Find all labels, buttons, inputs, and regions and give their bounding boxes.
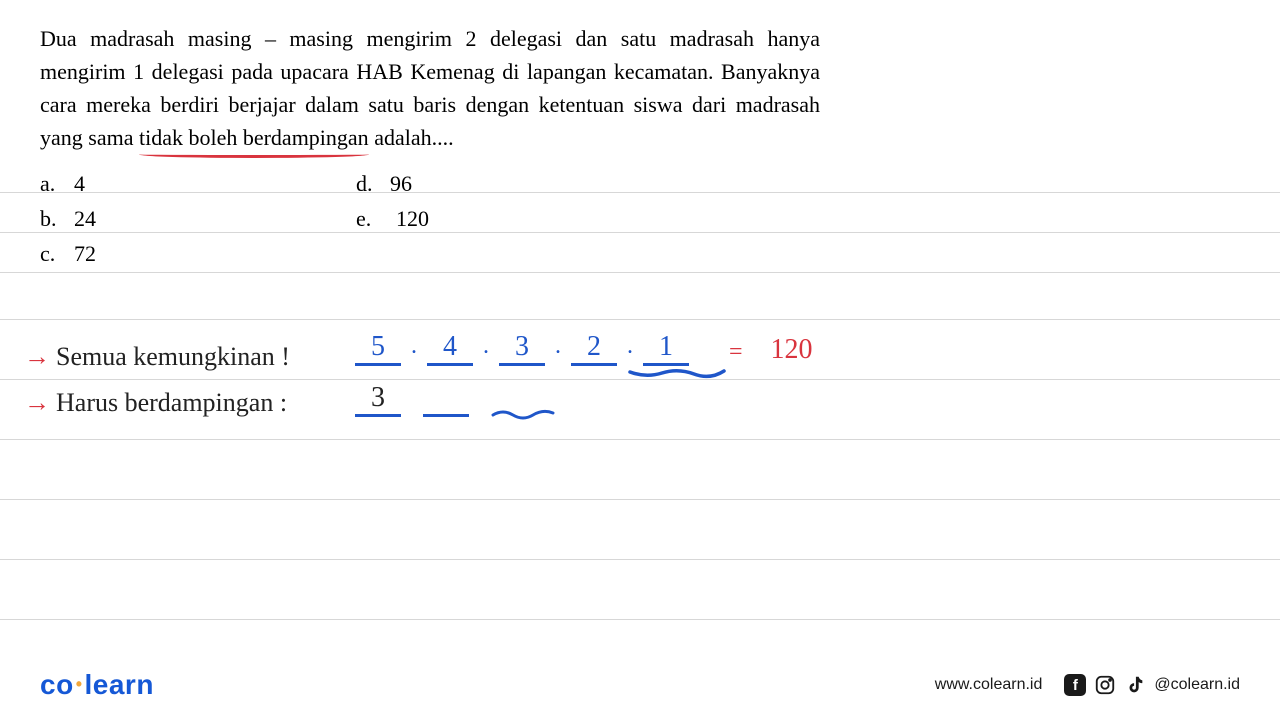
footer-right: www.colearn.id f @colearn.id [935, 674, 1240, 696]
multiply-dot: . [627, 333, 633, 360]
equals-sign: = [729, 339, 743, 366]
adjacent-slot-1: 3 [355, 384, 401, 417]
slot-4: 2 [571, 333, 617, 366]
footer-url: www.colearn.id [935, 676, 1043, 694]
arrow-icon: → [24, 388, 50, 418]
logo-learn: learn [85, 669, 154, 700]
factorial-calculation: 5 . 4 . 3 . 2 . 1 = 120 [355, 333, 813, 366]
social-handle: @colearn.id [1154, 676, 1240, 694]
instagram-icon [1094, 674, 1116, 696]
slot-5: 1 [643, 333, 689, 366]
calculation-result: 120 [771, 334, 813, 366]
page-footer: co•learn www.colearn.id f @colearn.id [0, 650, 1280, 720]
slot-2: 4 [427, 333, 473, 366]
slot-3: 3 [499, 333, 545, 366]
multiply-dot: . [555, 333, 561, 360]
question-text: Dua madrasah masing – masing mengirim 2 … [40, 22, 820, 154]
tiktok-icon [1124, 674, 1146, 696]
adjacent-slot-empty [423, 395, 469, 417]
multiply-dot: . [483, 333, 489, 360]
question-part2: adalah.... [369, 125, 454, 150]
colearn-logo: co•learn [40, 669, 154, 701]
wavy-underline [628, 366, 728, 380]
logo-dot-icon: • [74, 674, 85, 694]
ruled-paper-area: → Semua kemungkinan ! 5 . 4 . 3 . 2 . 1 … [0, 178, 1280, 650]
slot-1: 5 [355, 333, 401, 366]
arrow-icon: → [24, 342, 50, 372]
label-all-possibilities: Semua kemungkinan ! [56, 342, 290, 372]
multiply-dot: . [411, 333, 417, 360]
logo-co: co [40, 669, 74, 700]
question-underlined: tidak boleh berdampingan [139, 121, 369, 154]
social-group: f @colearn.id [1064, 674, 1240, 696]
adjacent-calculation: 3 [355, 384, 553, 417]
adjacent-slot-wavy [491, 395, 553, 417]
facebook-icon: f [1064, 674, 1086, 696]
label-must-adjacent: Harus berdampingan : [56, 388, 287, 418]
